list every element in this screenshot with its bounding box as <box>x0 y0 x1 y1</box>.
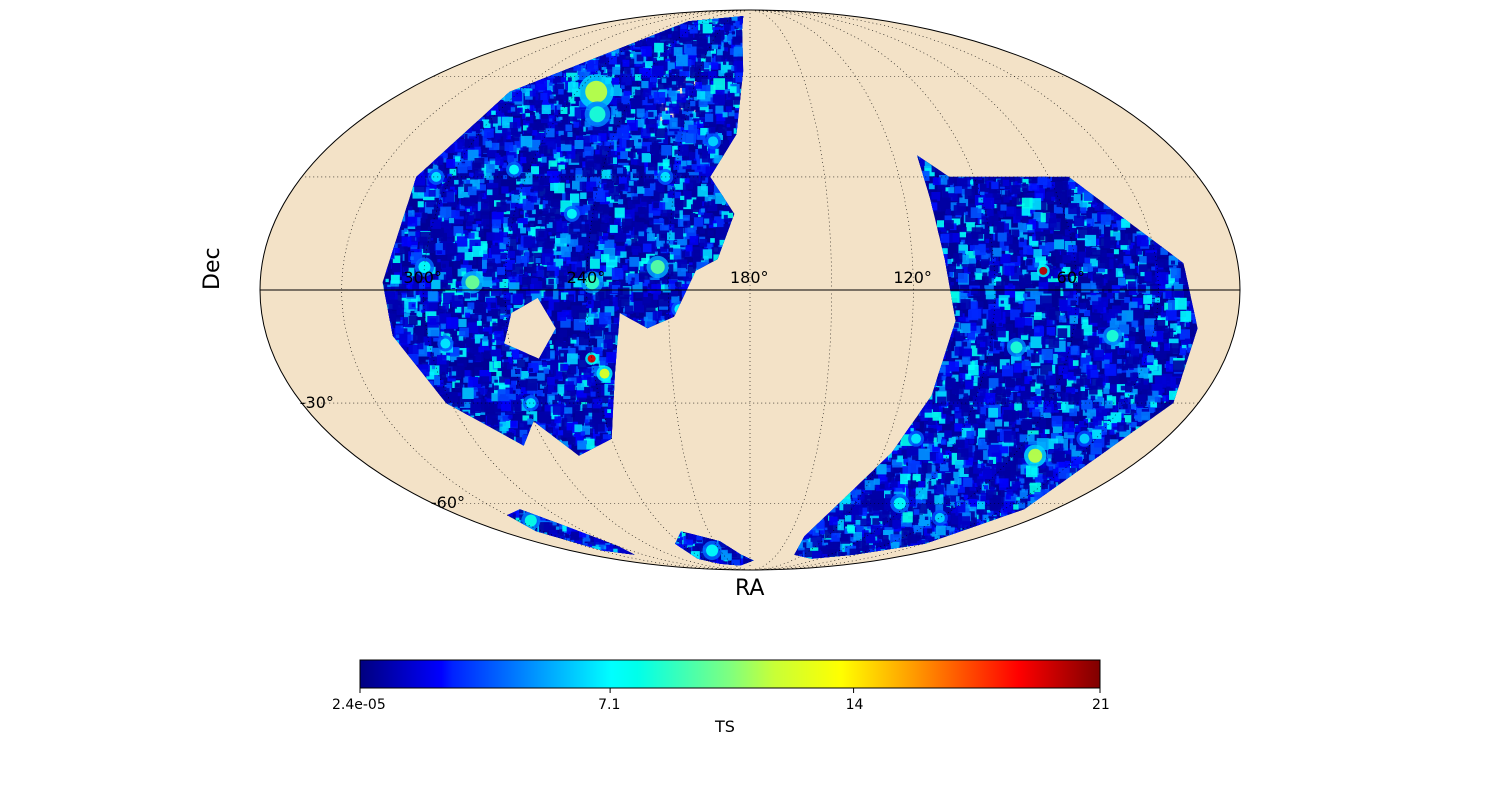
colorbar <box>0 0 1500 800</box>
